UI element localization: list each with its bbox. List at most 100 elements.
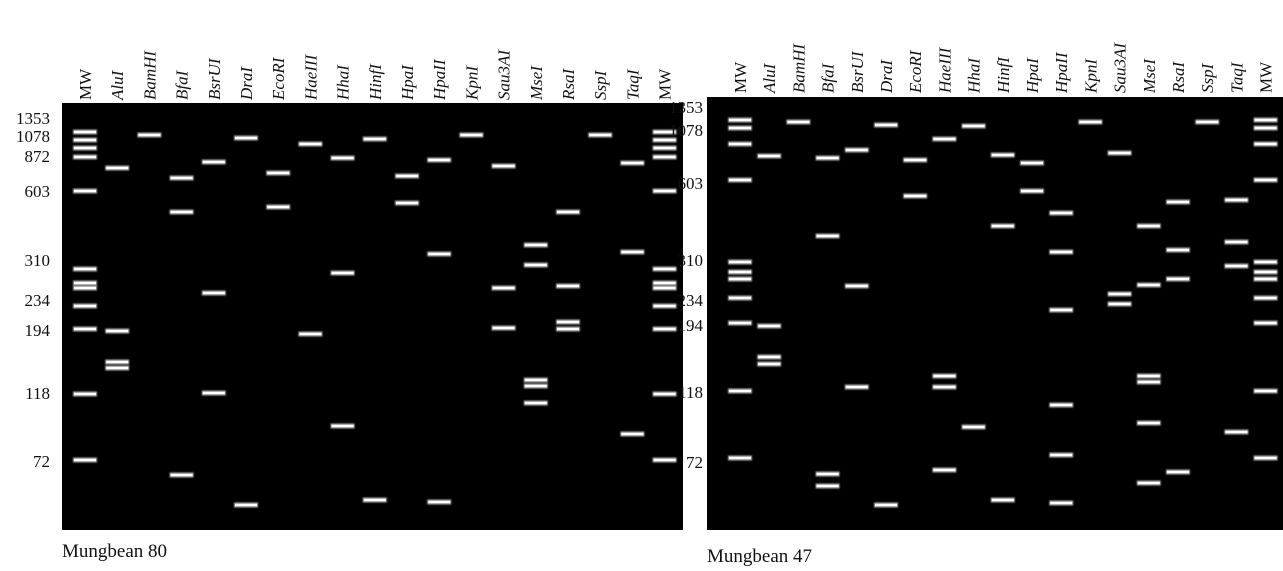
band — [364, 499, 386, 501]
band — [493, 327, 515, 329]
band — [1079, 121, 1101, 123]
band — [74, 459, 96, 461]
band — [138, 134, 160, 136]
band — [729, 297, 751, 299]
band — [933, 386, 955, 388]
marker-label: 1078 — [669, 121, 703, 140]
band — [1255, 261, 1277, 263]
band — [1255, 390, 1277, 392]
lane-label: KpnI — [1081, 58, 1100, 94]
band — [1225, 199, 1247, 201]
band — [267, 172, 289, 174]
lane-label: MW — [656, 68, 675, 100]
band — [1255, 297, 1277, 299]
band — [758, 325, 780, 327]
band — [729, 390, 751, 392]
lane-label: HhaI — [965, 57, 984, 94]
band — [963, 426, 985, 428]
lane-label: HaeIII — [935, 46, 954, 94]
band — [787, 121, 809, 123]
band — [729, 271, 751, 273]
band — [1225, 265, 1247, 267]
lane-label: DraI — [237, 66, 256, 101]
marker-label: 1078 — [16, 127, 50, 146]
marker-label: 310 — [25, 251, 51, 270]
band — [846, 285, 868, 287]
marker-label: 194 — [678, 316, 704, 335]
band — [74, 190, 96, 192]
band — [1050, 309, 1072, 311]
band — [654, 147, 676, 149]
band — [875, 504, 897, 506]
band — [1021, 162, 1043, 164]
band — [203, 161, 225, 163]
band — [992, 499, 1014, 501]
marker-label: 310 — [678, 251, 704, 270]
band — [1050, 502, 1072, 504]
band — [817, 235, 839, 237]
band — [1255, 322, 1277, 324]
band — [1138, 482, 1160, 484]
marker-label: 194 — [25, 321, 51, 340]
band — [299, 143, 321, 145]
band — [1255, 271, 1277, 273]
gel — [707, 97, 1283, 530]
band — [332, 157, 354, 159]
band — [817, 485, 839, 487]
band — [729, 278, 751, 280]
marker-label: 72 — [686, 453, 703, 472]
marker-label: 72 — [33, 452, 50, 471]
band — [654, 287, 676, 289]
band — [654, 190, 676, 192]
band — [332, 425, 354, 427]
marker-label: 118 — [678, 383, 703, 402]
band — [428, 501, 450, 503]
lane-label: TaqI — [623, 68, 642, 100]
lane-label: MseI — [1140, 58, 1159, 94]
band — [1225, 431, 1247, 433]
lane-label: RsaI — [559, 68, 578, 102]
lane-label: MW — [731, 61, 750, 93]
band — [235, 137, 257, 139]
lane-label: MseI — [527, 65, 546, 101]
band — [1138, 225, 1160, 227]
lane-label: RsaI — [1169, 61, 1188, 95]
marker-label: 603 — [678, 174, 704, 193]
band — [1021, 190, 1043, 192]
lane-label: BsrUI — [205, 57, 224, 100]
band — [654, 459, 676, 461]
lane-label: HaeIII — [301, 53, 320, 101]
lane-label: HpaI — [1023, 57, 1042, 94]
lane-label: AluI — [760, 62, 779, 94]
band — [729, 127, 751, 129]
band — [493, 287, 515, 289]
band — [74, 139, 96, 141]
lane-label: HpaI — [398, 64, 417, 101]
band — [557, 285, 579, 287]
band — [904, 159, 926, 161]
lane-label: Sau3AI — [495, 49, 514, 100]
band — [1167, 471, 1189, 473]
band — [171, 211, 193, 213]
band — [1109, 303, 1131, 305]
band — [557, 328, 579, 330]
lane-label: BfaI — [173, 69, 192, 100]
band — [875, 124, 897, 126]
band — [654, 268, 676, 270]
panel-caption: Mungbean 80 — [62, 541, 167, 562]
band — [589, 134, 611, 136]
band — [1255, 457, 1277, 459]
band — [1255, 127, 1277, 129]
band — [729, 119, 751, 121]
band — [1138, 381, 1160, 383]
band — [74, 328, 96, 330]
lane-label: EcoRI — [906, 49, 925, 94]
band — [758, 155, 780, 157]
band — [106, 361, 128, 363]
band — [1050, 454, 1072, 456]
band — [428, 159, 450, 161]
lane-label: HinfI — [366, 63, 385, 101]
band — [396, 175, 418, 177]
band — [203, 392, 225, 394]
lane-label: BamHI — [789, 43, 808, 93]
